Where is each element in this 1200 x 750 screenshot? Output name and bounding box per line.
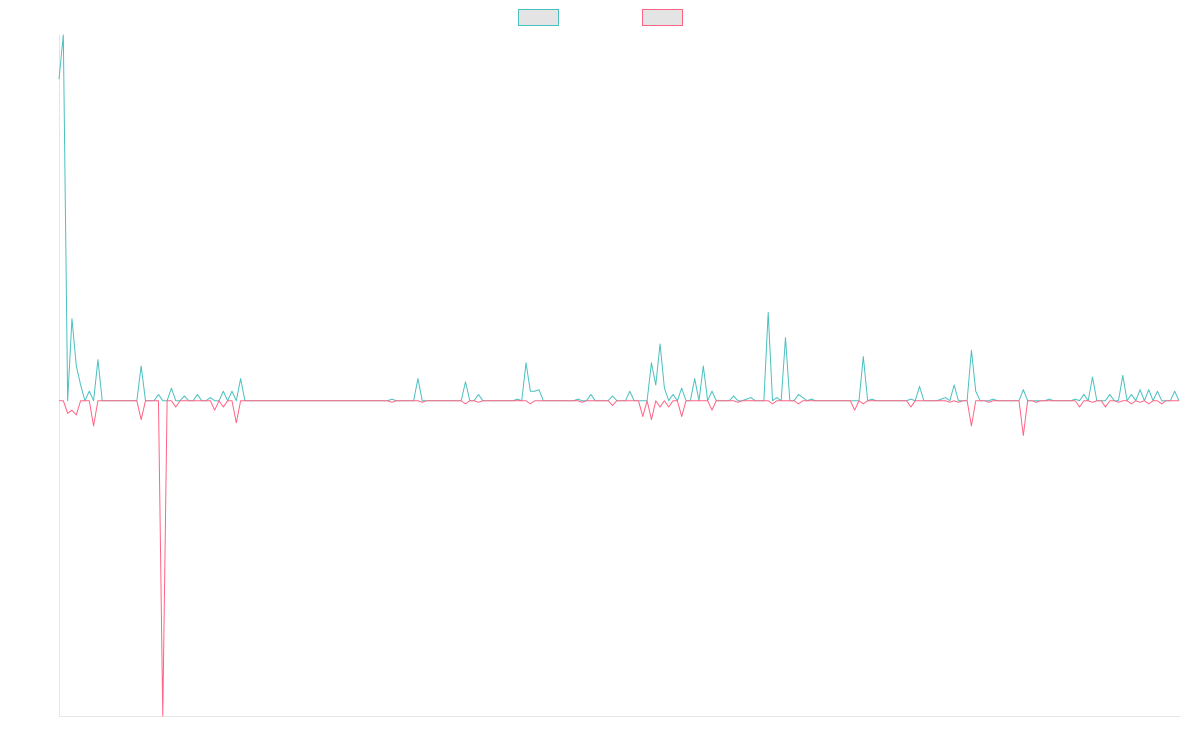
legend[interactable]	[518, 9, 683, 26]
series-line-1	[58, 34, 1180, 402]
plot-area	[58, 34, 1180, 717]
legend-swatch-1[interactable]	[518, 9, 559, 26]
legend-swatch-2[interactable]	[642, 9, 683, 26]
series-line-2	[59, 400, 1179, 717]
